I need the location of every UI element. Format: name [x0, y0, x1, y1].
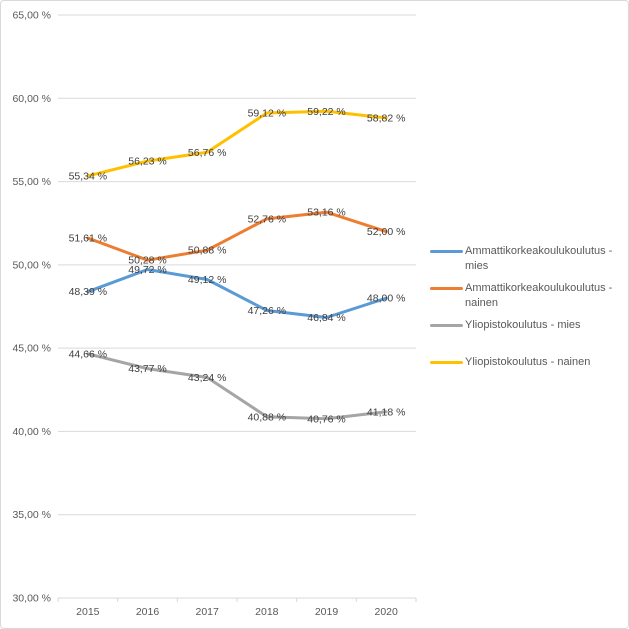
- data-label: 48,00 %: [367, 293, 406, 305]
- data-label: 43,24 %: [188, 372, 227, 384]
- series-line-1[interactable]: [86, 268, 388, 319]
- data-label: 40,76 %: [307, 413, 346, 425]
- data-label: 59,12 %: [248, 107, 287, 119]
- legend-item-yliopistokoulutus-nainen[interactable]: Yliopistokoulutus - nainen: [430, 355, 627, 370]
- y-axis-label: 40,00 %: [12, 426, 51, 438]
- legend-label: Yliopistokoulutus - mies: [465, 319, 581, 331]
- y-axis-label: 45,00 %: [12, 343, 51, 355]
- legend-line-swatch: [430, 324, 463, 327]
- data-label: 56,23 %: [128, 156, 167, 168]
- y-axis-label: 65,00 %: [12, 10, 51, 22]
- data-label: 55,34 %: [69, 170, 108, 182]
- x-axis-label: 2020: [374, 606, 398, 618]
- data-label: 51,61 %: [69, 233, 108, 245]
- data-label: 50,88 %: [188, 245, 227, 257]
- data-label: 58,82 %: [367, 112, 406, 124]
- series-line-4[interactable]: [86, 109, 388, 178]
- legend-line-swatch: [430, 250, 463, 253]
- legend-label: Yliopistokoulutus - nainen: [465, 356, 591, 368]
- legend-label: Ammattikorkeakoulukoulutus - mies: [465, 245, 613, 272]
- data-label: 44,66 %: [69, 348, 108, 360]
- series-line-2[interactable]: [86, 210, 388, 262]
- data-label: 53,16 %: [307, 207, 346, 219]
- data-label: 50,28 %: [128, 255, 167, 267]
- legend-line-swatch: [430, 287, 463, 290]
- x-axis-label: 2015: [76, 606, 100, 618]
- chart-legend: Ammattikorkeakoulukoulutus - mies Ammatt…: [430, 244, 628, 384]
- x-axis-label: 2016: [136, 606, 160, 618]
- x-axis-label: 2017: [195, 606, 219, 618]
- data-label: 46,84 %: [307, 312, 346, 324]
- data-label: 43,77 %: [128, 363, 167, 375]
- y-axis-label: 50,00 %: [12, 259, 51, 271]
- data-label: 49,72 %: [128, 264, 167, 276]
- data-label: 56,76 %: [188, 147, 227, 159]
- data-label: 41,18 %: [367, 406, 406, 418]
- data-label: 40,88 %: [248, 411, 287, 423]
- legend-label: Ammattikorkeakoulukoulutus - nainen: [465, 282, 613, 309]
- data-label: 48,39 %: [69, 286, 108, 298]
- legend-item-yliopistokoulutus-mies[interactable]: Yliopistokoulutus - mies: [430, 318, 627, 333]
- legend-line-swatch: [430, 361, 463, 364]
- y-axis-label: 60,00 %: [12, 93, 51, 105]
- data-label: 52,00 %: [367, 226, 406, 238]
- series-line-3[interactable]: [86, 352, 388, 421]
- legend-item-ammattikorkeakoulukoulutus-nainen[interactable]: Ammattikorkeakoulukoulutus - nainen: [430, 281, 627, 311]
- y-axis-label: 30,00 %: [12, 593, 51, 605]
- data-label: 59,22 %: [307, 106, 346, 118]
- y-axis-label: 35,00 %: [12, 509, 51, 521]
- x-axis-label: 2018: [255, 606, 279, 618]
- x-axis-label: 2019: [315, 606, 339, 618]
- legend-item-ammattikorkeakoulukoulutus-mies[interactable]: Ammattikorkeakoulukoulutus - mies: [430, 244, 627, 274]
- data-label: 52,76 %: [248, 213, 287, 225]
- data-label: 49,12 %: [188, 274, 227, 286]
- y-axis-label: 55,00 %: [12, 176, 51, 188]
- data-label: 47,26 %: [248, 305, 287, 317]
